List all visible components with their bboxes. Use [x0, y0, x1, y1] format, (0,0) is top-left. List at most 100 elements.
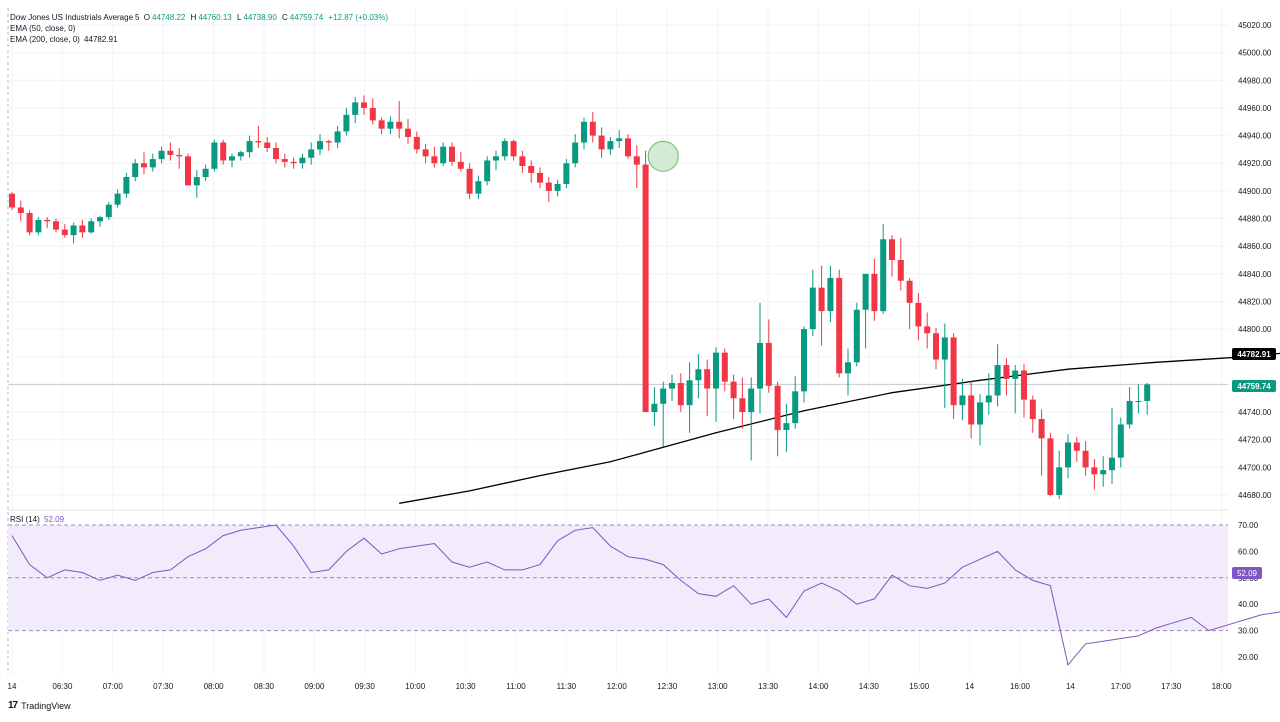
time-tick-label: 16:00 [1010, 682, 1031, 691]
time-tick-label: 09:00 [304, 682, 325, 691]
candle-body [801, 329, 807, 392]
candle-body [950, 337, 957, 406]
candle-body [528, 166, 535, 173]
candle-body [985, 395, 992, 403]
last-price-badge-bg [1232, 380, 1276, 392]
candle-body [158, 150, 165, 160]
candle-body [440, 146, 447, 164]
rsi-tick-label: 20.00 [1238, 653, 1259, 662]
candle-body [281, 159, 288, 162]
high-label: H [190, 13, 197, 22]
candle-body [220, 142, 227, 161]
candle-body [484, 160, 491, 182]
price-tick-label: 44800.00 [1238, 325, 1272, 334]
candle-body [510, 141, 517, 157]
time-tick-label: 13:30 [758, 682, 779, 691]
marker-layer [647, 140, 679, 172]
ema-layer [399, 352, 1280, 504]
candle-body [836, 277, 843, 374]
rsi-tick-label: 60.00 [1238, 547, 1259, 556]
candle-body [633, 156, 640, 165]
price-tick-label: 45000.00 [1238, 49, 1272, 58]
time-tick-label: 08:00 [204, 682, 225, 691]
candle-body [1021, 370, 1027, 400]
price-tick-label: 44960.00 [1238, 104, 1272, 113]
candle-body [1065, 442, 1071, 468]
candle-body [695, 369, 702, 381]
price-tick-label: 44820.00 [1238, 297, 1272, 306]
candle-body [9, 193, 15, 208]
candle-body [237, 152, 244, 157]
brand-name: TradingView [21, 700, 71, 711]
time-tick-label: 10:00 [405, 682, 426, 691]
candle-body [783, 423, 790, 431]
candle-body [202, 168, 209, 178]
candle-body [255, 141, 262, 143]
candle-body [123, 177, 130, 194]
rsi-tick-label: 40.00 [1238, 600, 1259, 609]
ema50-label: EMA (50, close, 0) [10, 24, 76, 33]
candle-body [774, 385, 781, 431]
tradingview-logo-icon: 17 [8, 700, 18, 711]
time-tick-label: 07:30 [153, 682, 174, 691]
ema200-legend: EMA (200, close, 0) 44782.91 [10, 34, 119, 45]
candle-body [1100, 470, 1107, 475]
candle-body [211, 142, 218, 169]
open-label: O [143, 13, 150, 22]
candle-body [396, 121, 403, 129]
candle-body [1082, 450, 1089, 468]
price-tick-label: 44880.00 [1238, 215, 1272, 224]
rsi-layer [11, 524, 1280, 667]
candle-body [933, 333, 939, 360]
candle-body [880, 239, 887, 312]
ema-price-badge-bg [1232, 348, 1276, 360]
price-tick-label: 44740.00 [1238, 408, 1272, 417]
low-value: 44738.90 [243, 13, 277, 22]
candle-body [53, 221, 59, 230]
candle-body [519, 156, 526, 166]
candle-body [61, 229, 68, 236]
main-legend: Dow Jones US Industrials Average 5 O 44748… [10, 12, 390, 23]
candle-body [317, 141, 323, 150]
low-label: L [236, 13, 242, 22]
candle-body [1012, 370, 1019, 379]
candle-body [475, 181, 482, 194]
rsi-label: RSI (14) [10, 515, 40, 524]
candle-body [589, 121, 596, 136]
candle-body [704, 369, 711, 389]
price-tick-label: 45020.00 [1238, 21, 1272, 30]
price-tick-label: 44720.00 [1238, 436, 1272, 445]
candle-body [669, 383, 675, 389]
highlight-circle-marker [647, 140, 679, 172]
candle-body [598, 135, 605, 150]
candle-body [1003, 365, 1010, 379]
candle-body [246, 141, 253, 153]
candle-body [352, 102, 359, 115]
candle-body [308, 149, 315, 158]
candle-body [642, 164, 649, 413]
candle-body [229, 156, 235, 161]
time-tick-label: 10:30 [456, 682, 477, 691]
candle-body [537, 172, 543, 183]
time-tick-label: 09:30 [355, 682, 376, 691]
ema50-legend: EMA (50, close, 0) [10, 23, 77, 34]
price-tick-label: 44680.00 [1238, 491, 1272, 500]
ema200-label: EMA (200, close, 0) [10, 35, 80, 44]
candle-body [739, 398, 746, 413]
candle-body [105, 204, 112, 218]
time-tick-label: 17:00 [1111, 682, 1132, 691]
candle-body [466, 168, 473, 194]
candle-body [343, 114, 350, 132]
price-tick-label: 44840.00 [1238, 270, 1272, 279]
candle-body [915, 302, 922, 327]
candle-body [413, 136, 420, 150]
candle-body [193, 177, 200, 186]
candle-body [941, 337, 948, 360]
candle-body [70, 225, 77, 236]
time-tick-label: 14 [1066, 682, 1075, 691]
candle-body [616, 138, 623, 142]
time-tick-label: 06:30 [52, 682, 73, 691]
candle-body [581, 121, 587, 143]
rsi-band-layer [8, 524, 1228, 632]
